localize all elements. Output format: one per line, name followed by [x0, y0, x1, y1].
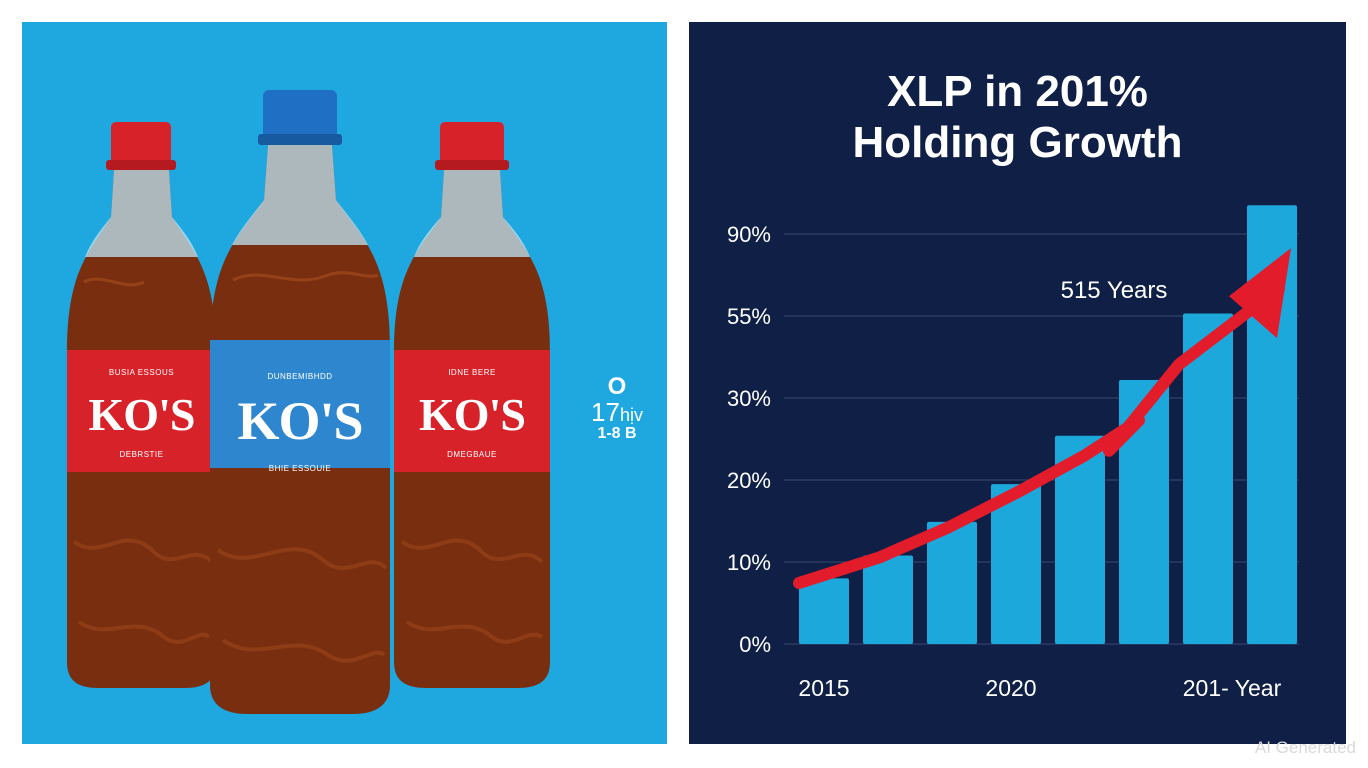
x-tick-label: 2015	[798, 675, 849, 701]
center-bottle-graphic	[210, 90, 390, 714]
watermark: AI Generated	[1254, 738, 1356, 757]
y-tick-label: 0%	[739, 632, 771, 657]
side-label: O 17hịv 1-8 B	[582, 374, 652, 443]
side-label-number: 17	[591, 397, 620, 428]
bar	[799, 578, 849, 644]
center-bottle: DUNBEMIBHDD KO'S BHIE ESSOUIE	[208, 90, 392, 714]
center-bottle-top-text: DUNBEMIBHDD	[267, 372, 333, 381]
side-label-line2: 17hịv	[582, 399, 652, 426]
left-bottle: BUSIA ESSOUS KO'S DEBRSTIE	[64, 122, 219, 688]
right-bottle-top-text: IDNE BERE	[448, 368, 496, 377]
trend-arrow-line	[793, 282, 1285, 589]
left-bottle-brand: KO'S	[88, 389, 196, 440]
bar	[1055, 435, 1105, 644]
chart-panel: XLP in 201% Holding Growth 0% 10% 20% 30% 55…	[689, 22, 1346, 744]
bar	[1119, 379, 1169, 644]
bar	[1183, 313, 1233, 644]
bar	[927, 521, 977, 644]
annotation-label: 515 Years	[1061, 277, 1168, 304]
chart-title-line2: Holding Growth	[852, 118, 1183, 167]
x-tick-label: 201- Year	[1183, 675, 1282, 701]
trend-arrowhead	[1229, 248, 1291, 339]
left-bottle-graphic	[67, 122, 216, 688]
right-bottle-bottom-text: DMEGBAUE	[447, 450, 497, 459]
y-tick-label: 30%	[727, 386, 771, 411]
left-bottle-top-text: BUSIA ESSOUS	[108, 368, 175, 377]
center-bottle-brand: KO'S	[237, 391, 363, 451]
y-tick-label: 90%	[727, 222, 771, 247]
y-tick-label: 55%	[727, 304, 771, 329]
product-image-panel: BUSIA ESSOUS KO'S DEBRSTIE IDNE BERE KO'…	[22, 22, 667, 744]
side-label-line1: O	[607, 373, 627, 400]
x-tick-label: 2020	[985, 675, 1036, 701]
center-bottle-bottom-text: BHIE ESSOUIE	[268, 464, 332, 473]
y-tick-label: 10%	[727, 550, 771, 575]
y-tick-label: 20%	[727, 468, 771, 493]
chart-title-line1: XLP in 201%	[887, 67, 1148, 116]
right-bottle: IDNE BERE KO'S DMEGBAUE	[392, 122, 552, 688]
right-bottle-brand: KO'S	[419, 389, 526, 440]
side-label-unit: hịv	[619, 405, 643, 426]
right-bottle-graphic	[394, 122, 550, 688]
left-bottle-bottom-text: DEBRSTIE	[119, 450, 164, 459]
bar-chart: 0% 10% 20% 30% 55% 90% 2015 2020 201- Year 515 Ye…	[727, 205, 1299, 701]
side-label-line4: 1-8 B	[597, 425, 637, 443]
bar	[863, 555, 913, 644]
bar	[991, 484, 1041, 644]
